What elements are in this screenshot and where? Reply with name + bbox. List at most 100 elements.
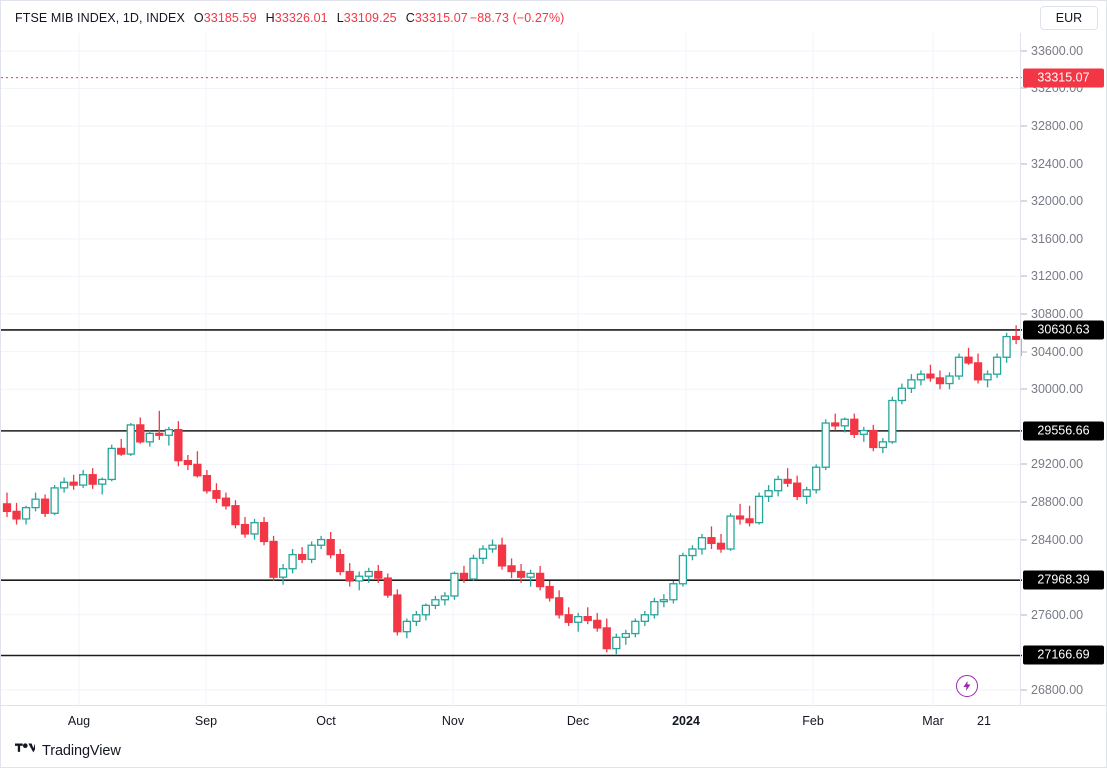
price-level-tag[interactable]: 30630.63 <box>1023 320 1104 340</box>
candlestick <box>507 558 516 579</box>
candlestick <box>926 364 935 382</box>
last-price-tag[interactable]: 33315.07 <box>1023 68 1104 88</box>
chart-legend: FTSE MIB INDEX, 1D, INDEX O 33185.59 H 333… <box>15 9 564 27</box>
candlestick <box>659 594 669 608</box>
ohlc-open-value: 33185.59 <box>203 11 257 25</box>
candlestick <box>764 485 773 502</box>
candlestick <box>136 417 145 444</box>
ohlc-low: L 33109.25 <box>337 11 397 25</box>
ohlc-high-value: 33326.01 <box>274 11 328 25</box>
candle-series <box>2 325 1022 655</box>
chart-plot-area[interactable] <box>1 33 1022 705</box>
candlestick <box>735 503 745 525</box>
price-tick-label: 33600.00 <box>1031 43 1084 58</box>
candlestick <box>1002 332 1011 363</box>
price-level-tag[interactable]: 29556.66 <box>1023 421 1104 441</box>
price-tick-dash <box>1021 351 1027 353</box>
price-tick-dash <box>1021 388 1027 390</box>
candlestick <box>821 419 830 471</box>
price-tick-dash <box>1021 689 1027 691</box>
candlestick <box>897 383 907 405</box>
time-tick-label: Sep <box>194 714 218 728</box>
candlestick <box>726 513 735 551</box>
candlestick <box>21 505 31 525</box>
candlestick <box>12 502 21 525</box>
time-tick-label: Aug <box>67 714 91 728</box>
time-scale[interactable]: Aug Sep Oct Nov Dec 2024 Feb Mar 21 <box>1 705 1106 737</box>
lightning-bolt-icon[interactable] <box>956 675 978 697</box>
candlestick <box>459 565 469 583</box>
candlestick <box>107 444 116 482</box>
candlestick <box>964 347 973 365</box>
price-tick-dash <box>1021 313 1027 315</box>
ohlc-close-key: C <box>405 11 415 25</box>
candlestick <box>402 618 411 639</box>
candlestick <box>697 533 707 555</box>
candlestick <box>212 483 221 503</box>
candlestick <box>269 535 278 581</box>
price-tick-label: 30000.00 <box>1031 382 1084 397</box>
price-level-tag[interactable]: 27968.39 <box>1023 570 1104 590</box>
candlestick <box>174 421 183 467</box>
horizontal-level-lines[interactable] <box>1 329 1022 657</box>
candlestick <box>393 589 402 636</box>
time-tick-label: Oct <box>316 714 336 728</box>
ohlc-close: C 33315.07 <box>406 11 468 25</box>
candlestick <box>754 492 764 525</box>
candlestick <box>745 505 754 527</box>
candlestick <box>412 611 421 627</box>
candlestick <box>840 417 849 433</box>
candlestick <box>469 554 478 581</box>
tradingview-branding: TradingView <box>15 742 121 760</box>
price-tick-dash <box>1021 238 1027 240</box>
candlestick <box>973 353 983 384</box>
candlestick <box>678 552 688 587</box>
candlestick <box>612 633 621 655</box>
time-tick-label: Nov <box>441 714 465 728</box>
candlestick <box>307 541 316 564</box>
candlestick <box>59 477 69 493</box>
candlestick <box>383 573 392 598</box>
time-tick-label: 21 <box>977 714 991 728</box>
candlestick <box>945 372 954 390</box>
price-tick-label: 29200.00 <box>1031 457 1084 472</box>
price-tick-dash <box>1021 463 1027 465</box>
candlestick <box>155 410 164 440</box>
price-tick-label: 27600.00 <box>1031 607 1084 622</box>
candlestick <box>288 548 297 574</box>
candlestick <box>992 353 1002 378</box>
price-tick-dash <box>1021 539 1027 541</box>
candlestick <box>916 370 926 386</box>
candlestick <box>431 595 440 610</box>
candlestick <box>878 438 887 454</box>
price-level-tag[interactable]: 27166.69 <box>1023 645 1104 665</box>
candlestick <box>250 518 259 540</box>
candlestick <box>164 426 173 446</box>
candlestick <box>374 564 383 583</box>
candlestick <box>278 564 288 585</box>
candlestick <box>2 492 12 518</box>
candlestick <box>50 485 59 516</box>
price-tick-label: 32400.00 <box>1031 156 1084 171</box>
candlestick <box>831 413 840 431</box>
price-tick-label: 28400.00 <box>1031 532 1084 547</box>
price-tick-dash <box>1021 163 1027 165</box>
candlestick <box>202 470 212 494</box>
candlestick <box>488 539 497 553</box>
price-tick-dash <box>1021 200 1027 202</box>
candlestick <box>650 597 659 619</box>
candlestick <box>812 464 821 494</box>
candlestick <box>31 492 40 512</box>
candlestick <box>669 580 678 604</box>
candlestick <box>869 424 878 452</box>
tradingview-logo-icon <box>15 742 39 760</box>
currency-badge[interactable]: EUR <box>1040 6 1098 30</box>
candlestick <box>126 423 135 456</box>
ohlc-low-key: L <box>336 11 344 25</box>
candlestick <box>297 547 307 564</box>
symbol-title[interactable]: FTSE MIB INDEX, 1D, INDEX <box>15 11 185 25</box>
candlestick <box>555 590 564 619</box>
ohlc-high: H 33326.01 <box>266 11 328 25</box>
price-tick-label: 28800.00 <box>1031 494 1084 509</box>
price-scale[interactable]: 33600.00 33200.00 32800.00 32400.00 32000.00… <box>1020 33 1106 705</box>
